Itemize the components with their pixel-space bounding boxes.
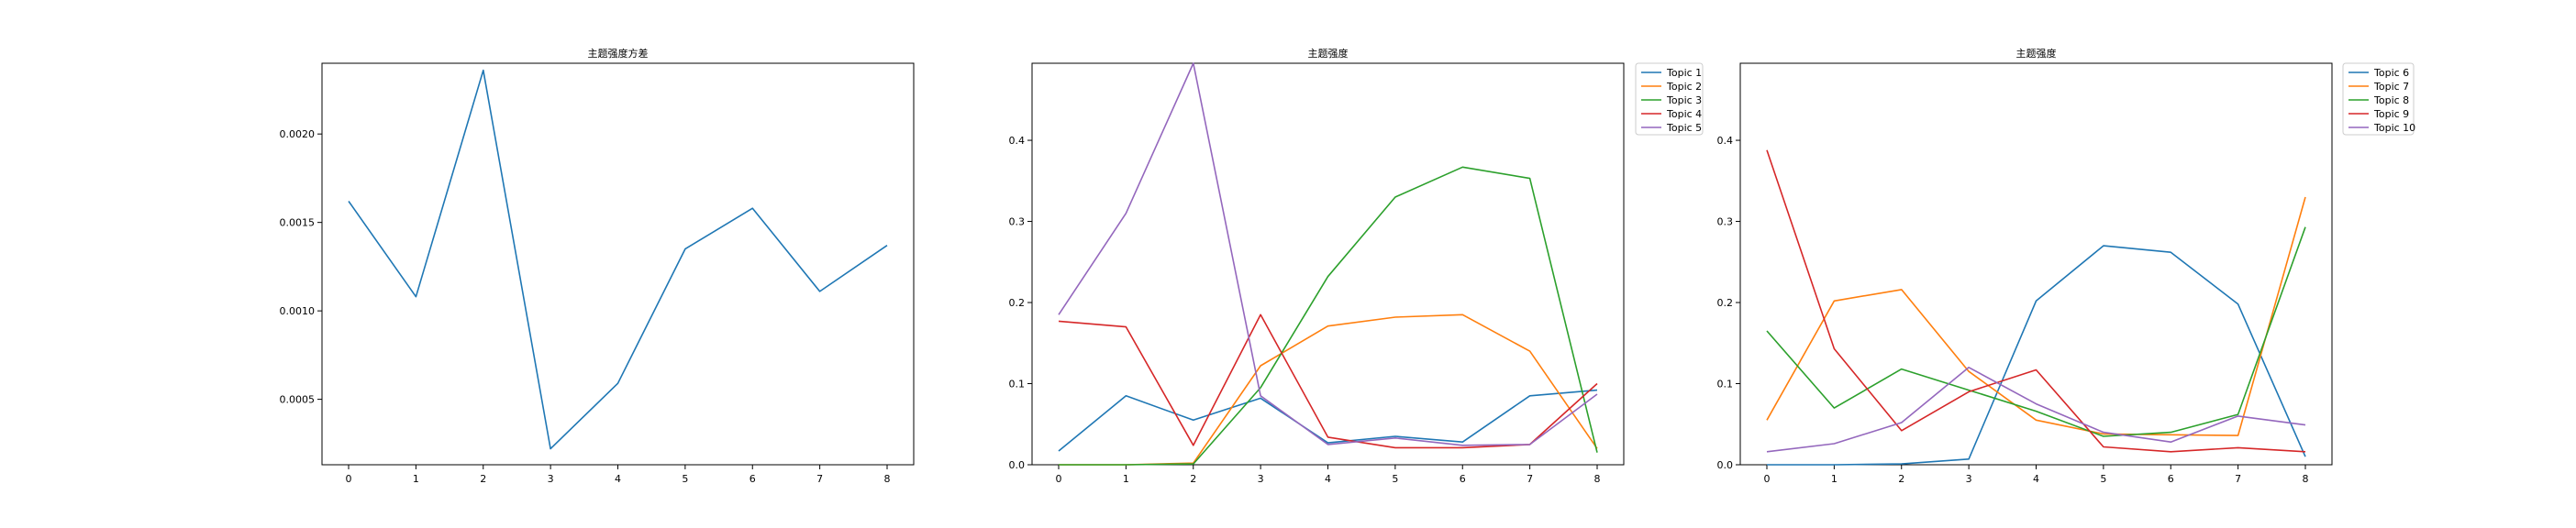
legend-label: Topic 1	[1666, 67, 1702, 79]
x-tick-label: 1	[1831, 473, 1838, 485]
x-tick-label: 7	[816, 473, 823, 485]
legend-label: Topic 8	[2373, 94, 2409, 106]
y-ticks: 0.0 0.1 0.2 0.3 0.4	[1717, 135, 1740, 471]
y-tick-label: 0.4	[1717, 135, 1734, 147]
x-tick-label: 1	[1123, 473, 1129, 485]
x-tick-label: 8	[2303, 473, 2309, 485]
x-tick-label: 5	[682, 473, 688, 485]
legend-frame	[2342, 62, 2415, 136]
x-ticks: 0 1 2 3 4 5 6 7 8	[1056, 465, 1601, 485]
legend-label: Topic 4	[1666, 108, 1702, 120]
x-tick-label: 8	[1594, 473, 1601, 485]
y-tick-label: 0.1	[1009, 379, 1026, 390]
x-tick-label: 5	[2100, 473, 2106, 485]
series-line-topic-7	[1766, 196, 2306, 436]
y-tick-label: 0.3	[1009, 216, 1026, 228]
legend-label: Topic 6	[2373, 67, 2409, 79]
x-ticks: 0 1 2 3 4 5 6 7 8	[1764, 465, 2309, 485]
x-tick-label: 8	[884, 473, 891, 485]
chart-panel-variance: 主题强度方差 0 1 2 3 4 5 6 7 8 0.0005 0.0010 0.0015 0.002…	[280, 47, 915, 485]
y-tick-label: 0.0015	[280, 217, 316, 229]
legend-label: Topic 2	[1666, 81, 1702, 93]
chart-title: 主题强度	[2016, 47, 2057, 60]
x-tick-label: 7	[1527, 473, 1533, 485]
series-layer	[1766, 149, 2306, 466]
legend-label: Topic 5	[1666, 122, 1702, 134]
series-line-topic-1	[1058, 389, 1598, 452]
x-tick-label: 3	[1258, 473, 1264, 485]
series-line-topic-4	[1058, 314, 1598, 449]
legend-label: Topic 9	[2373, 108, 2409, 120]
x-tick-label: 2	[480, 473, 486, 485]
y-tick-label: 0.0020	[280, 128, 316, 140]
y-tick-label: 0.0010	[280, 305, 316, 317]
x-tick-label: 2	[1898, 473, 1904, 485]
series-line-topic-3	[1059, 166, 1598, 466]
y-ticks: 0.0 0.1 0.2 0.3 0.4	[1009, 135, 1032, 471]
x-tick-label: 4	[615, 473, 621, 485]
series-line-topic-6	[1767, 245, 2306, 466]
x-tick-label: 3	[548, 473, 554, 485]
y-tick-label: 0.3	[1717, 216, 1734, 228]
series-line-topic-8	[1766, 226, 2306, 437]
series-line-topic-10	[1766, 366, 2306, 453]
x-tick-label: 4	[1325, 473, 1331, 485]
x-ticks: 0 1 2 3 4 5 6 7 8	[346, 465, 891, 485]
series-line-topic-9	[1766, 149, 2306, 453]
y-tick-label: 0.2	[1717, 297, 1734, 309]
y-ticks: 0.0005 0.0010 0.0015 0.0020	[280, 128, 322, 406]
x-tick-label: 3	[1966, 473, 1972, 485]
x-tick-label: 6	[1460, 473, 1466, 485]
y-tick-label: 0.2	[1009, 297, 1026, 309]
series-line-topic-5	[1058, 62, 1598, 446]
x-tick-label: 0	[1056, 473, 1062, 485]
legend-label: Topic 7	[2373, 81, 2409, 93]
x-tick-label: 4	[2033, 473, 2039, 485]
legend-frame	[1635, 62, 1704, 136]
x-tick-label: 6	[749, 473, 756, 485]
legend-label: Topic 3	[1666, 94, 1702, 106]
x-tick-label: 7	[2235, 473, 2241, 485]
y-tick-label: 0.0	[1717, 459, 1734, 471]
y-tick-label: 0.4	[1009, 135, 1026, 147]
series-layer	[348, 69, 888, 450]
x-tick-label: 5	[1392, 473, 1398, 485]
y-tick-label: 0.0005	[280, 394, 316, 406]
x-tick-label: 2	[1190, 473, 1196, 485]
x-tick-label: 6	[2168, 473, 2174, 485]
legend-label: Topic 10	[2373, 122, 2415, 134]
y-tick-label: 0.1	[1717, 379, 1734, 390]
chart-title: 主题强度	[1308, 47, 1349, 60]
chart-title: 主题强度方差	[588, 47, 649, 60]
y-tick-label: 0.0	[1009, 459, 1026, 471]
x-tick-label: 0	[1764, 473, 1771, 485]
x-tick-label: 0	[346, 473, 352, 485]
series-layer	[1058, 62, 1598, 466]
series-line	[348, 69, 888, 450]
x-tick-label: 1	[413, 473, 419, 485]
